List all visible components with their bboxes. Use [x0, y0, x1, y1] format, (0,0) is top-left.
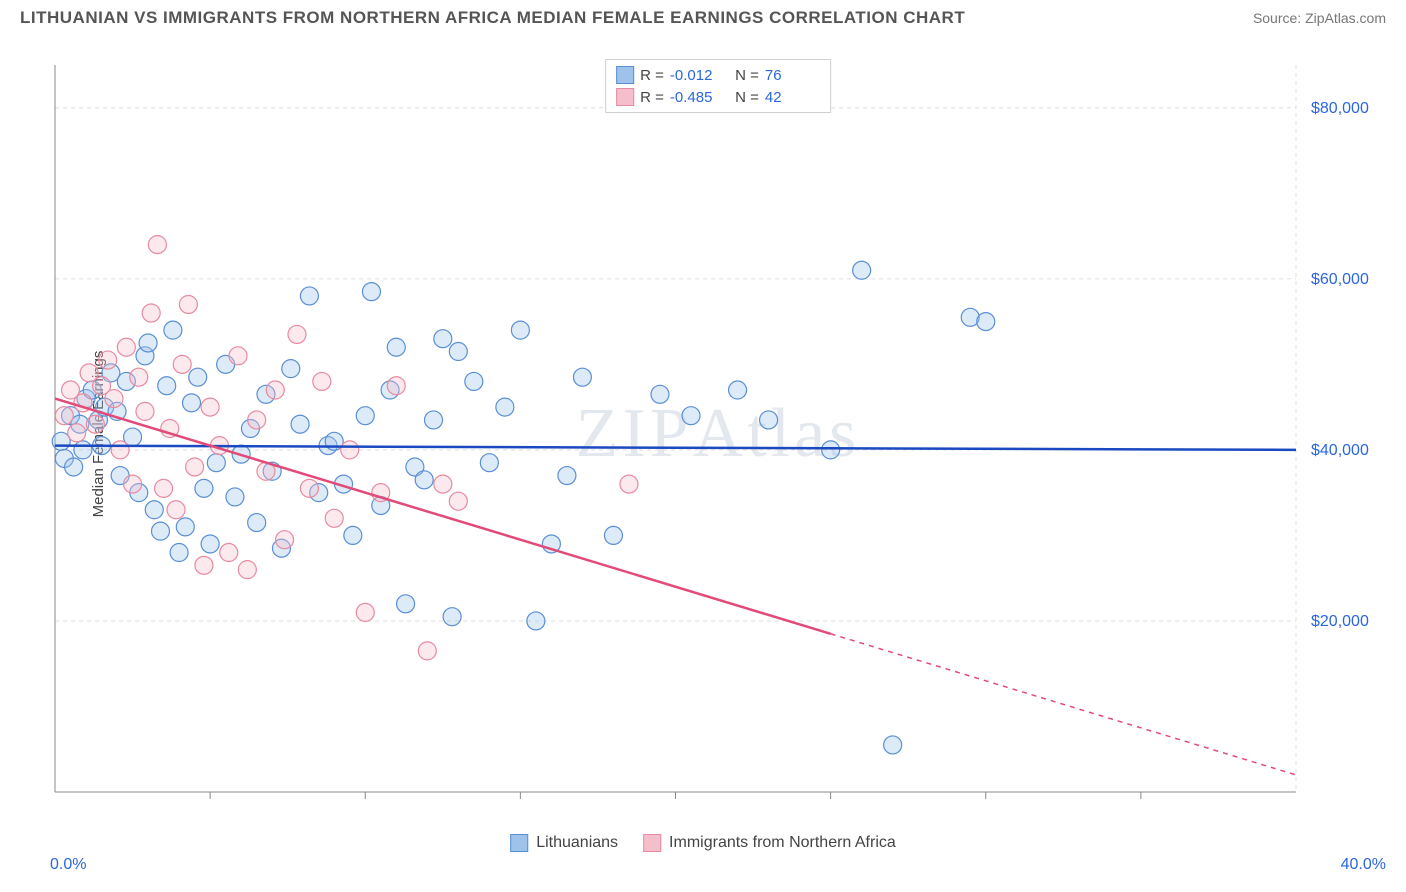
x-max-label: 40.0% — [1341, 856, 1386, 874]
chart-area: Median Female Earnings ZIPAtlas R = -0.0… — [50, 55, 1386, 812]
svg-text:$80,000: $80,000 — [1311, 100, 1369, 117]
svg-text:$40,000: $40,000 — [1311, 442, 1369, 459]
series-legend: LithuaniansImmigrants from Northern Afri… — [510, 834, 896, 852]
svg-text:$60,000: $60,000 — [1311, 271, 1369, 288]
x-min-label: 0.0% — [50, 856, 86, 874]
scatter-plot: $20,000 $40,000 $60,000 $80,000 — [50, 55, 1386, 812]
x-axis-labels: 0.0% 40.0% — [50, 856, 1386, 874]
chart-title: LITHUANIAN VS IMMIGRANTS FROM NORTHERN A… — [20, 8, 965, 28]
correlation-legend: R = -0.012 N = 76 R = -0.485 N = 42 — [605, 59, 831, 113]
source-label: Source: ZipAtlas.com — [1253, 10, 1386, 26]
svg-text:$20,000: $20,000 — [1311, 613, 1369, 630]
